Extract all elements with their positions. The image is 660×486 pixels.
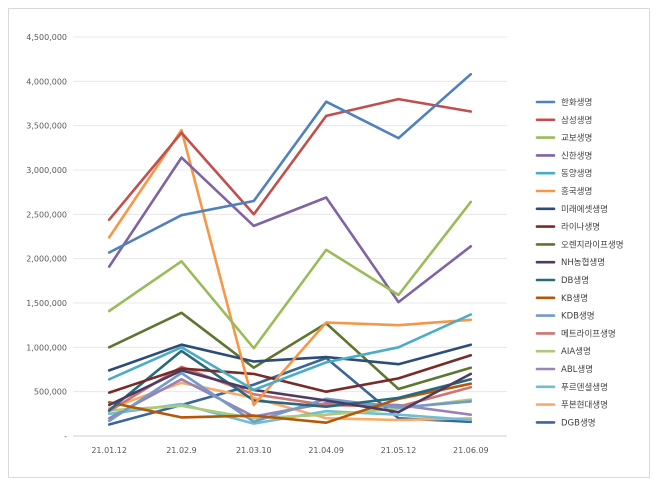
y-tick-label: 4,000,000 bbox=[26, 77, 67, 86]
y-tick-label: 4,500,000 bbox=[26, 33, 67, 42]
y-tick-label: 3,500,000 bbox=[26, 122, 67, 131]
legend-item: KDB생명 bbox=[535, 311, 595, 322]
legend-label: ABL생명 bbox=[561, 364, 593, 375]
legend-item: 메트라이프생명 bbox=[535, 328, 616, 339]
legend-item: 동양생명 bbox=[535, 168, 592, 179]
legend-item: NH농협생명 bbox=[535, 257, 605, 268]
legend-item: 라이나생명 bbox=[535, 222, 600, 233]
x-tick-label: 21.01.12 bbox=[91, 446, 127, 455]
series-line-동양생명 bbox=[107, 313, 473, 392]
legend-label: 라이나생명 bbox=[561, 222, 600, 233]
y-axis-ticks: - 500,000 1,000,000 1,500,000 2,000,000 2,500… bbox=[26, 33, 67, 441]
legend-item: DGB생명 bbox=[535, 417, 596, 428]
legend-label: 교보생명 bbox=[561, 133, 592, 144]
legend-item: AIA생명 bbox=[535, 346, 591, 357]
series-line-DB생명 bbox=[107, 349, 473, 412]
x-tick-label: 21.02.9 bbox=[166, 446, 197, 455]
x-tick-label: 21.06.09 bbox=[453, 446, 489, 455]
legend-item: 흥국생명 bbox=[535, 186, 592, 197]
legend-item: 오렌지라이프생명 bbox=[535, 239, 624, 250]
legend-label: NH농협생명 bbox=[561, 257, 605, 268]
series-line-오렌지라이프생명 bbox=[107, 311, 473, 391]
y-tick-label: 500,000 bbox=[34, 388, 67, 397]
series-line-한화생명 bbox=[107, 72, 473, 254]
x-axis-ticks: 21.01.12 21.02.9 21.03.10 21.04.09 21.05.12 2… bbox=[91, 446, 488, 455]
legend: 한화생명삼성생명교보생명신한생명동양생명흥국생명미래에셋생명라이나생명오렌지라이… bbox=[535, 97, 624, 428]
legend-label: DGB생명 bbox=[561, 417, 596, 428]
legend-label: 삼성생명 bbox=[561, 115, 592, 126]
legend-item: 한화생명 bbox=[535, 97, 592, 108]
series-line-미래에셋생명 bbox=[107, 343, 473, 372]
y-tick-label: 1,500,000 bbox=[26, 299, 67, 308]
legend-label: AIA생명 bbox=[561, 346, 591, 357]
series-line-삼성생명 bbox=[107, 97, 473, 221]
series-line-메트라이프생명 bbox=[107, 365, 473, 413]
legend-label: 메트라이프생명 bbox=[561, 328, 616, 339]
legend-label: 미래에셋생명 bbox=[561, 204, 608, 215]
legend-item: DB생명 bbox=[535, 275, 589, 286]
legend-item: ABL생명 bbox=[535, 364, 593, 375]
x-tick-label: 21.04.09 bbox=[308, 446, 344, 455]
legend-label: 한화생명 bbox=[561, 97, 592, 108]
x-tick-label: 21.03.10 bbox=[236, 446, 272, 455]
legend-item: 교보생명 bbox=[535, 133, 592, 144]
legend-item: 신한생명 bbox=[535, 150, 592, 161]
series-line-KB생명 bbox=[107, 382, 473, 425]
y-tick-label: 2,000,000 bbox=[26, 255, 67, 264]
legend-item: 푸본현대생명 bbox=[535, 400, 608, 411]
legend-label: KB생명 bbox=[561, 293, 588, 304]
series-line-흥국생명 bbox=[107, 128, 473, 407]
line-chart: - 500,000 1,000,000 1,500,000 2,000,000 2,500… bbox=[26, 33, 624, 455]
x-tick-label: 21.05.12 bbox=[381, 446, 417, 455]
series-line-교보생명 bbox=[107, 200, 473, 350]
legend-label: 동양생명 bbox=[561, 168, 592, 179]
y-tick-label: - bbox=[64, 432, 67, 441]
series-line-신한생명 bbox=[107, 156, 473, 304]
legend-item: 삼성생명 bbox=[535, 115, 592, 126]
series-line-NH농협생명 bbox=[107, 369, 473, 414]
y-tick-label: 2,500,000 bbox=[26, 210, 67, 219]
legend-item: 푸르덴셜생명 bbox=[535, 382, 608, 393]
series-line-라이나생명 bbox=[107, 353, 473, 394]
legend-label: KDB생명 bbox=[561, 311, 595, 322]
chart-area: - 500,000 1,000,000 1,500,000 2,000,000 2,500… bbox=[8, 8, 650, 478]
legend-item: KB생명 bbox=[535, 293, 588, 304]
y-tick-label: 1,000,000 bbox=[26, 343, 67, 352]
legend-label: DB생명 bbox=[561, 275, 589, 286]
y-tick-label: 3,000,000 bbox=[26, 166, 67, 175]
legend-label: 흥국생명 bbox=[561, 186, 592, 197]
legend-label: 푸본현대생명 bbox=[561, 400, 608, 411]
legend-item: 미래에셋생명 bbox=[535, 204, 608, 215]
legend-label: 신한생명 bbox=[561, 150, 592, 161]
legend-label: 푸르덴셜생명 bbox=[561, 382, 608, 393]
legend-label: 오렌지라이프생명 bbox=[561, 239, 624, 250]
series-lines bbox=[107, 72, 473, 426]
